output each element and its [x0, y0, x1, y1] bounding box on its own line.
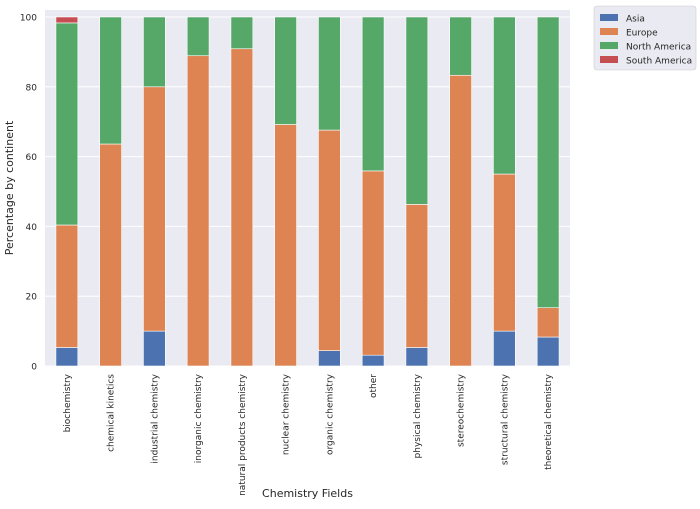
bar-segment-north-america [536, 16, 560, 309]
bar-segment-north-america [405, 16, 429, 205]
bar-segment-europe [536, 307, 560, 338]
y-tick-label: 20 [26, 293, 38, 303]
plot-background [45, 10, 570, 366]
bar-segment-asia [143, 330, 166, 367]
bar-stack-chemical-kinetics [99, 16, 122, 367]
bar-stack-other [361, 16, 385, 367]
bar-stack-industrial-chemistry [143, 16, 166, 367]
x-tick-label: theoretical chemistry [544, 373, 554, 470]
x-tick-label: biochemistry [63, 373, 73, 432]
bar-segment-europe [99, 143, 122, 367]
legend-item-south-america: South America [600, 56, 692, 67]
x-axis-label: Chemistry Fields [262, 487, 353, 500]
bar-segment-europe [493, 173, 516, 332]
bar-segment-north-america [361, 16, 385, 172]
bar-stack-structural-chemistry [493, 16, 516, 367]
bar-segment-south-america [55, 16, 79, 24]
bar-segment-asia [536, 336, 560, 367]
bar-segment-europe [449, 74, 472, 367]
y-axis-label: Percentage by continent [3, 120, 16, 255]
x-tick-label: stereochemistry [457, 373, 467, 447]
y-tick-label: 80 [26, 83, 38, 93]
y-tick-label: 60 [26, 153, 38, 163]
bar-segment-europe [230, 48, 254, 367]
bar-segment-north-america [55, 22, 79, 226]
legend-item-europe: Europe [600, 28, 658, 39]
bar-segment-north-america [186, 16, 210, 57]
bar-segment-north-america [493, 16, 516, 175]
bar-segment-asia [361, 354, 385, 367]
bar-segment-asia [493, 330, 516, 367]
legend-swatch [600, 56, 618, 63]
y-tick-label: 100 [20, 13, 37, 23]
bar-stack-stereochemistry [449, 16, 472, 367]
bar-segment-north-america [99, 16, 122, 145]
legend-swatch [600, 42, 618, 49]
x-tick-labels: biochemistry chemical kinetics industrial … [63, 373, 554, 496]
bar-segment-north-america [274, 16, 297, 125]
bar-segment-europe [55, 224, 79, 348]
x-tick-label: organic chemistry [325, 373, 335, 455]
x-tick-label: structural chemistry [500, 373, 510, 465]
bar-segment-europe [143, 86, 166, 332]
x-tick-label: natural products chemistry [238, 373, 248, 496]
bar-stack-natural-products-chemistry [230, 16, 254, 367]
bar-segment-europe [361, 170, 385, 356]
x-tick-label: nuclear chemistry [282, 373, 292, 455]
bar-stack-inorganic-chemistry [186, 16, 210, 367]
legend-item-north-america: North America [600, 42, 691, 53]
gridlines [45, 16, 570, 367]
legend-items: Asia Europe North America South America [600, 14, 692, 67]
bar-segment-europe [318, 129, 341, 351]
legend: Asia Europe North America South America [593, 5, 697, 71]
bar-segment-europe [405, 204, 429, 348]
bar-stack-physical-chemistry [405, 16, 429, 367]
bar-stack-organic-chemistry [318, 16, 341, 367]
x-tick-label: industrial chemistry [150, 373, 160, 463]
bar-segment-north-america [230, 16, 254, 50]
bar-stack-theoretical-chemistry [536, 16, 560, 367]
legend-label: Asia [626, 15, 645, 25]
bar-segment-north-america [318, 16, 341, 131]
legend-frame [593, 5, 697, 71]
bar-segment-europe [186, 55, 210, 367]
bar-segment-north-america [143, 16, 166, 88]
legend-label: North America [626, 43, 691, 53]
legend-label: Europe [626, 29, 658, 39]
bar-stack-nuclear-chemistry [274, 16, 297, 367]
x-tick-label: physical chemistry [413, 373, 423, 458]
bar-segment-asia [405, 347, 429, 367]
x-tick-label: other [369, 374, 379, 398]
legend-swatch [600, 14, 618, 21]
bar-segment-europe [274, 124, 297, 367]
bar-stack-biochemistry [55, 16, 79, 367]
legend-label: South America [626, 57, 692, 67]
bar-segment-north-america [449, 16, 472, 76]
x-tick-label: inorganic chemistry [194, 373, 204, 463]
bar-segment-asia [318, 350, 341, 367]
y-tick-label: 40 [26, 223, 38, 233]
x-tick-label: chemical kinetics [107, 374, 117, 452]
bar-segment-asia [55, 347, 79, 367]
legend-swatch [600, 28, 618, 35]
y-tick-labels: 0 20 40 60 80 100 [20, 13, 37, 372]
y-tick-label: 0 [31, 363, 37, 373]
legend-item-asia: Asia [600, 14, 645, 25]
bars [55, 16, 560, 367]
